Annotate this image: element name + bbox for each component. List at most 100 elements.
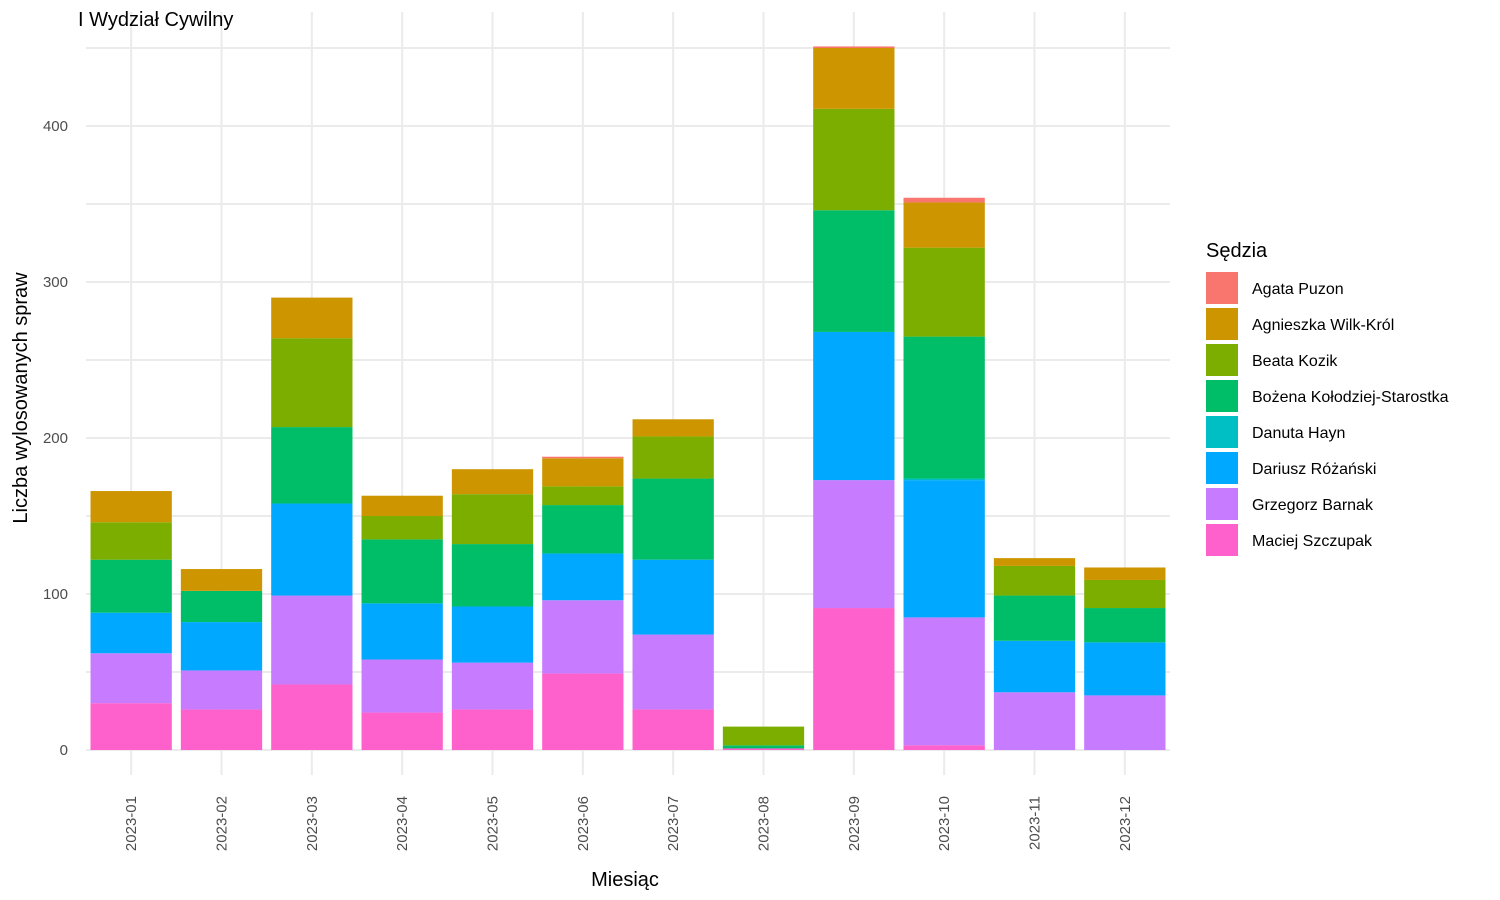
bar-segment [271,427,353,504]
x-tick-label: 2023-02 [214,796,231,851]
legend-key [1206,272,1238,304]
x-tick-label: 2023-09 [846,796,863,851]
bar-segment [903,480,985,618]
bar-segment [271,297,353,339]
legend-title: Sędzia [1206,240,1268,262]
x-tick-label: 2023-11 [1027,796,1044,850]
bar-segment [271,684,353,750]
bar-segment [722,726,805,746]
bar-segment [993,692,1076,750]
bar-segment [903,617,985,746]
x-axis-title: Miesiąc [591,869,659,891]
x-tick-label: 2023-07 [665,796,682,851]
bar-segment [632,419,714,437]
bar-segment [542,456,624,459]
x-tick-label: 2023-12 [1117,796,1134,851]
bar-segment [90,653,172,704]
bar-segment [813,480,895,609]
bar-segment [90,703,172,750]
bar-segment [542,458,624,487]
bar-segment [542,486,624,506]
bar-segment [361,712,443,750]
legend-label: Danuta Hayn [1252,425,1345,442]
y-tick-label: 200 [43,430,68,447]
bars [90,46,1166,750]
bar-segment [813,331,895,481]
bar-segment [903,247,985,337]
bar-segment [1084,642,1166,696]
y-axis-title: Liczba wylosowanych spraw [10,272,32,524]
bar-segment [271,338,353,428]
bar-segment [813,46,895,48]
bar-segment [451,662,534,710]
bar-segment [903,478,985,481]
bar-segment [903,745,985,750]
bar-segment [451,469,534,495]
bar-segment [451,709,534,750]
bar-segment [903,336,985,479]
legend-key [1206,416,1238,448]
bar-segment [1084,579,1166,609]
legend-label: Beata Kozik [1252,353,1338,370]
legend-key [1206,524,1238,556]
bar-segment [813,608,895,750]
bar-segment [451,606,534,663]
legend-label: Agnieszka Wilk-Król [1252,317,1394,334]
bar-segment [180,569,263,591]
bar-segment [993,595,1076,641]
x-tick-label: 2023-10 [936,796,953,851]
x-tick-label: 2023-08 [756,796,773,851]
bar-segment [90,522,172,560]
x-axis: 2023-01 2023-02 2023-03 2023-04 2023-05 2023-… [123,796,1134,851]
y-tick-label: 400 [43,118,68,135]
bar-segment [90,559,172,613]
legend-label: Maciej Szczupak [1252,533,1373,550]
legend-label: Dariusz Różański [1252,461,1376,478]
x-tick-label: 2023-06 [575,796,592,851]
bar-segment [361,539,443,604]
bar-segment [1084,608,1166,643]
chart-title: I Wydział Cywilny [78,9,233,31]
bar-segment [90,491,172,523]
bar-segment [271,595,353,685]
bar-segment [542,553,624,601]
bar-segment [632,478,714,560]
bar-segment [632,709,714,750]
bar-segment [542,600,624,674]
x-tick-label: 2023-05 [485,796,502,851]
y-tick-label: 100 [43,586,68,603]
y-tick-label: 0 [60,742,68,759]
bar-segment [271,503,353,596]
y-axis: 0 100 200 300 400 [43,118,68,759]
legend-key [1206,452,1238,484]
bar-segment [451,544,534,607]
bar-segment [361,495,443,516]
legend-key [1206,308,1238,340]
bar-segment [993,558,1076,566]
y-tick-label: 300 [43,274,68,291]
bar-segment [180,590,263,623]
bar-segment [542,673,624,750]
bar-segment [180,622,263,671]
bar-segment [361,603,443,660]
bar-segment [903,197,985,203]
bar-segment [1084,567,1166,580]
bar-segment [722,748,805,750]
bar-segment [993,565,1076,596]
legend: Sędzia Agata Puzon Agnieszka Wilk-Król Bea… [1206,240,1449,556]
legend-label: Grzegorz Barnak [1252,497,1374,514]
x-tick-label: 2023-01 [123,796,140,851]
legend-key [1206,344,1238,376]
bar-segment [180,670,263,710]
bar-segment [813,210,895,332]
bar-segment [180,709,263,750]
bar-segment [813,108,895,211]
legend-key [1206,380,1238,412]
bar-segment [361,516,443,540]
legend-label: Bożena Kołodziej-Starostka [1252,389,1449,406]
x-tick-label: 2023-04 [394,796,411,851]
legend-label: Agata Puzon [1252,281,1344,298]
bar-segment [993,640,1076,693]
bar-segment [632,559,714,635]
